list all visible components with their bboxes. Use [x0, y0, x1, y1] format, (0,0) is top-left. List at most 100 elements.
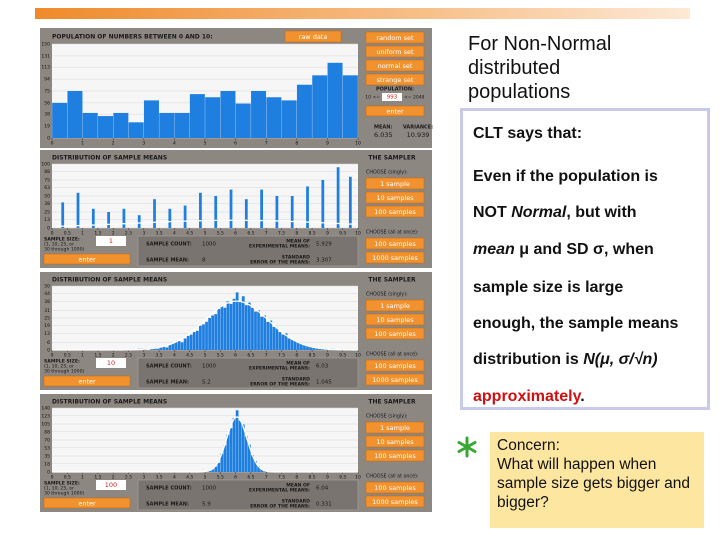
- label: 5.9: [202, 502, 211, 508]
- button[interactable]: [365, 237, 425, 250]
- button-label[interactable]: 100 samples: [374, 208, 416, 216]
- button[interactable]: [365, 327, 425, 340]
- y-tick-label: 75: [44, 89, 50, 95]
- histogram-bar: [202, 324, 205, 350]
- button[interactable]: [365, 31, 425, 44]
- histogram-bar: [247, 302, 251, 350]
- histogram-bar: [241, 296, 245, 350]
- button-label[interactable]: enter: [78, 256, 96, 264]
- y-tick-label: 140: [41, 406, 50, 412]
- button-label[interactable]: 10 samples: [376, 438, 414, 446]
- button[interactable]: [365, 421, 425, 434]
- button[interactable]: [365, 373, 425, 386]
- button-label[interactable]: 1 sample: [380, 424, 410, 432]
- button[interactable]: [365, 73, 425, 86]
- x-tick-label: 3: [142, 353, 145, 359]
- button-label[interactable]: strange set: [377, 76, 414, 84]
- label: 6.035: [374, 131, 393, 139]
- x-tick-label: 5: [204, 353, 207, 359]
- button[interactable]: [365, 177, 425, 190]
- button-label[interactable]: 100 samples: [374, 240, 416, 248]
- histogram-bar: [61, 202, 65, 228]
- input-box[interactable]: [96, 480, 126, 490]
- histogram-bar: [156, 348, 159, 350]
- button-label[interactable]: 100 samples: [374, 330, 416, 338]
- button[interactable]: [365, 59, 425, 72]
- histogram-bar: [290, 339, 294, 350]
- x-tick-label: 2.5: [125, 231, 132, 237]
- x-tick-label: 10: [355, 475, 361, 481]
- label: CHOOSE (singly):: [366, 414, 408, 420]
- button[interactable]: [365, 299, 425, 312]
- button[interactable]: [365, 105, 425, 117]
- button-label[interactable]: raw data: [299, 33, 328, 41]
- button-label[interactable]: 1 sample: [380, 302, 410, 310]
- x-tick-label: 2: [112, 475, 115, 481]
- button-label[interactable]: 100 samples: [374, 452, 416, 460]
- label: THE SAMPLER: [368, 277, 416, 284]
- histogram-bar: [168, 344, 172, 350]
- button-label[interactable]: enter: [386, 108, 404, 116]
- histogram-bar: [91, 208, 95, 228]
- label: 100: [105, 481, 117, 489]
- histogram-bar: [315, 347, 319, 350]
- button[interactable]: [365, 495, 425, 508]
- button-label[interactable]: 10 samples: [376, 316, 414, 324]
- button[interactable]: [365, 191, 425, 204]
- clt-line: approximately.: [473, 388, 585, 406]
- normal-curve: [51, 219, 359, 228]
- button[interactable]: [365, 449, 425, 462]
- clt-line: sample size is large: [473, 279, 623, 297]
- button-label[interactable]: uniform set: [376, 48, 414, 56]
- input-box[interactable]: [96, 358, 126, 368]
- label: 993: [387, 95, 398, 101]
- button[interactable]: [365, 251, 425, 264]
- histogram-bar: [174, 342, 178, 350]
- input-box[interactable]: [382, 93, 402, 101]
- button-label[interactable]: random set: [376, 34, 414, 42]
- button[interactable]: [43, 375, 131, 387]
- y-tick-label: 38: [44, 112, 50, 118]
- button-label[interactable]: 1000 samples: [372, 254, 418, 262]
- histogram-bar: [214, 466, 218, 472]
- x-tick-label: 7: [265, 141, 268, 147]
- label: MEAN OF: [286, 483, 310, 489]
- button-label[interactable]: 1 sample: [380, 180, 410, 188]
- button-label[interactable]: enter: [78, 378, 96, 386]
- button-label[interactable]: enter: [78, 500, 96, 508]
- star-bullet: [457, 436, 477, 458]
- button-label[interactable]: 100 samples: [374, 362, 416, 370]
- top-bar: [35, 8, 690, 19]
- histogram-bar: [293, 341, 297, 350]
- text: CLT says that:: [473, 125, 583, 142]
- normal-curve: [52, 416, 358, 473]
- button[interactable]: [365, 205, 425, 218]
- text: NOT: [473, 204, 512, 221]
- button-label[interactable]: 10 samples: [376, 194, 414, 202]
- x-tick-label: 8: [295, 141, 298, 147]
- x-tick-label: 0: [51, 231, 54, 237]
- button-label[interactable]: normal set: [378, 62, 413, 70]
- y-tick-label: 75: [44, 178, 50, 184]
- x-tick-label: 6.5: [247, 231, 254, 237]
- button[interactable]: [365, 359, 425, 372]
- button-label[interactable]: 1000 samples: [372, 376, 418, 384]
- x-tick-label: 7: [265, 353, 268, 359]
- button[interactable]: [365, 481, 425, 494]
- button[interactable]: [365, 313, 425, 326]
- button[interactable]: [43, 497, 131, 509]
- button[interactable]: [43, 253, 131, 265]
- x-tick-label: 6: [234, 231, 237, 237]
- label: 1.045: [316, 380, 332, 386]
- label: EXPERIMENTAL MEANS:: [249, 366, 310, 372]
- histogram-bar: [251, 307, 254, 350]
- button-label[interactable]: 1000 samples: [372, 498, 418, 506]
- x-tick-label: 2.5: [125, 353, 132, 359]
- button[interactable]: [284, 30, 342, 43]
- histogram-bar: [238, 420, 242, 472]
- button-label[interactable]: 100 samples: [374, 484, 416, 492]
- text: N(μ, σ/√n): [583, 351, 658, 368]
- button[interactable]: [365, 435, 425, 448]
- input-box[interactable]: [96, 236, 126, 246]
- button[interactable]: [365, 45, 425, 58]
